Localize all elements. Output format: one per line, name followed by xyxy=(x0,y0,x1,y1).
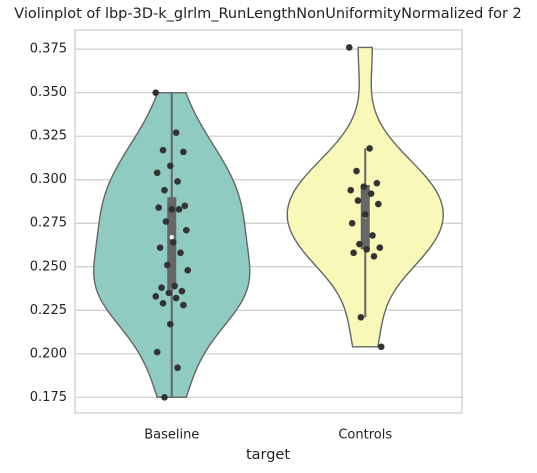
point xyxy=(162,218,170,225)
point xyxy=(375,200,382,208)
point xyxy=(361,211,369,218)
point xyxy=(360,183,368,190)
point xyxy=(370,253,378,260)
point xyxy=(182,226,190,234)
point xyxy=(347,186,355,194)
point xyxy=(357,313,365,321)
point xyxy=(177,249,184,257)
point xyxy=(363,246,371,253)
point xyxy=(159,300,167,307)
point xyxy=(356,240,363,248)
point xyxy=(152,293,160,300)
point xyxy=(354,197,362,204)
point xyxy=(172,294,180,302)
point xyxy=(168,206,176,213)
y-tick-label: 0.325 xyxy=(30,129,67,144)
chart-title: Violinplot of lbp-3D-k_glrlm_RunLengthNo… xyxy=(14,6,522,22)
y-tick-label: 0.350 xyxy=(30,85,67,100)
point xyxy=(376,244,384,251)
median xyxy=(169,234,174,240)
point xyxy=(156,244,164,251)
y-tick-label: 0.175 xyxy=(30,390,67,405)
point xyxy=(369,232,376,239)
point xyxy=(377,343,385,351)
point xyxy=(181,202,189,210)
point xyxy=(171,282,178,290)
point xyxy=(373,179,381,187)
y-tick-label: 0.250 xyxy=(30,259,67,274)
point xyxy=(353,167,360,175)
point xyxy=(367,190,375,197)
point xyxy=(350,249,357,257)
point xyxy=(175,206,183,213)
point xyxy=(158,284,165,291)
point xyxy=(159,146,167,154)
point xyxy=(178,287,186,295)
point xyxy=(153,169,161,177)
point xyxy=(164,261,171,269)
point xyxy=(161,394,168,401)
point xyxy=(166,162,174,170)
point xyxy=(153,348,161,356)
point xyxy=(166,320,174,328)
point xyxy=(155,204,162,211)
point xyxy=(172,129,180,137)
point xyxy=(184,266,192,274)
point xyxy=(174,364,181,372)
x-tick-label: Baseline xyxy=(144,428,199,443)
point xyxy=(174,178,181,185)
y-tick-label: 0.225 xyxy=(30,303,67,318)
x-tick-label: Controls xyxy=(338,428,392,443)
point xyxy=(180,301,187,309)
y-tick-label: 0.200 xyxy=(30,346,67,361)
point xyxy=(152,89,160,96)
x-axis-label: target xyxy=(246,447,290,463)
point xyxy=(345,44,353,51)
point xyxy=(366,145,373,152)
point xyxy=(180,148,187,156)
point xyxy=(161,186,168,194)
plot-frame xyxy=(74,29,463,414)
point xyxy=(165,289,173,297)
point xyxy=(169,239,177,246)
y-tick-label: 0.275 xyxy=(30,216,67,231)
y-tick-label: 0.375 xyxy=(30,42,67,57)
point xyxy=(348,219,356,227)
y-tick-label: 0.300 xyxy=(30,172,67,187)
